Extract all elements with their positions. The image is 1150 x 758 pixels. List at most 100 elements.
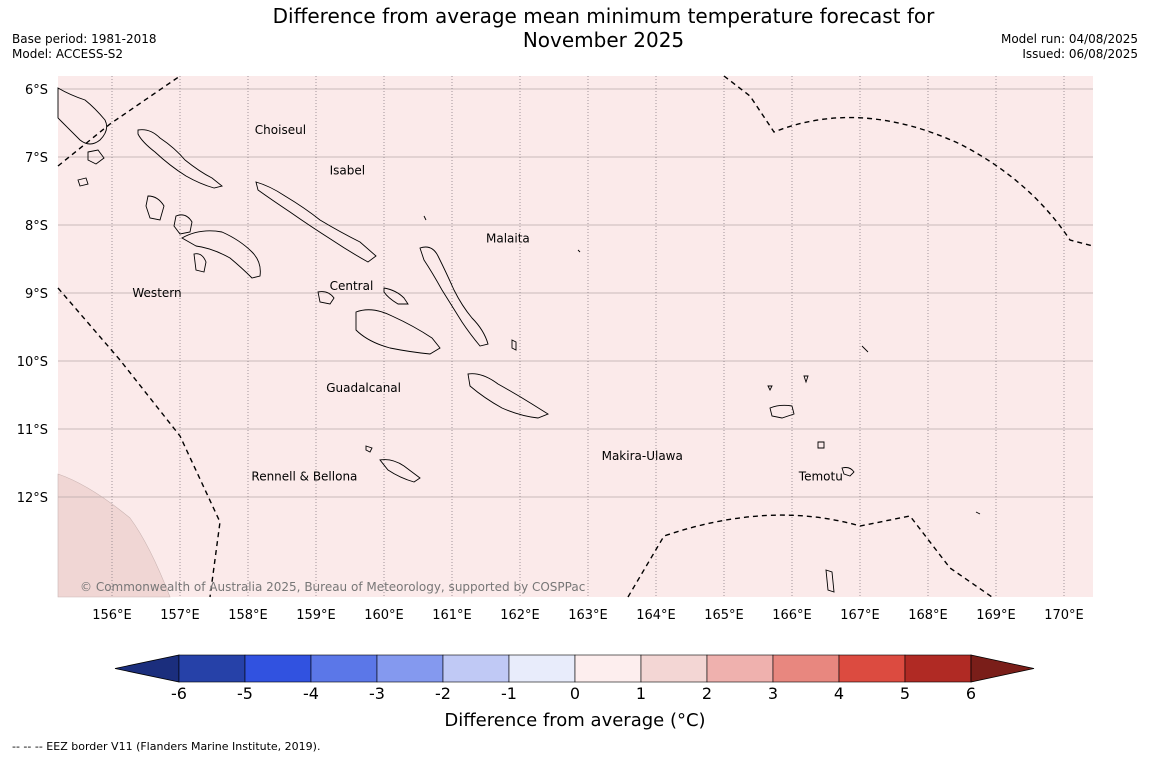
colorbar-tick-label: -2	[435, 684, 451, 703]
island-reef	[577, 249, 581, 253]
eez-line	[627, 514, 993, 598]
colorbar-segment	[442, 654, 510, 683]
colorbar-segment	[376, 654, 444, 683]
eez-border	[57, 75, 1094, 598]
island-bellona	[365, 445, 373, 453]
longitude-label: 158°E	[228, 608, 268, 623]
island-reef	[767, 385, 773, 392]
issued-date: Issued: 06/08/2025	[1022, 47, 1138, 61]
latitude-label: 10°S	[17, 355, 48, 370]
region-label: Choiseul	[255, 123, 306, 137]
island-duff	[803, 375, 809, 384]
island-bougainville	[57, 87, 108, 145]
latitude-label: 6°S	[25, 83, 48, 98]
island-reef	[861, 345, 869, 353]
colorbar-tick-label: -6	[171, 684, 187, 703]
longitude-label: 157°E	[160, 608, 200, 623]
colorbar-segment	[640, 654, 708, 683]
latitude-label: 11°S	[17, 423, 48, 438]
region-label: Rennell & Bellona	[251, 470, 357, 484]
region-label: Malaita	[486, 232, 530, 246]
island-small	[87, 149, 105, 165]
island-guadalcanal	[355, 309, 441, 355]
colorbar-segments	[114, 654, 1035, 683]
colorbar-segment	[772, 654, 840, 683]
longitude-label: 165°E	[704, 608, 744, 623]
run-info: Model run: 04/08/2025 Issued: 06/08/2025	[1001, 32, 1138, 62]
island-isabel	[255, 181, 377, 263]
coastlines	[57, 87, 981, 593]
colorbar-segment	[706, 654, 774, 683]
longitude-label: 170°E	[1044, 608, 1084, 623]
latitude-label: 7°S	[25, 151, 48, 166]
longitude-label: 166°E	[772, 608, 812, 623]
latitude-label: 12°S	[17, 491, 48, 506]
colorbar-tick-label: 1	[636, 684, 646, 703]
colorbar-segment	[574, 654, 642, 683]
island-anuta	[825, 569, 835, 593]
island-utupua	[817, 441, 825, 449]
island-ulawa	[511, 339, 517, 351]
longitude-label: 163°E	[568, 608, 608, 623]
longitude-label: 161°E	[432, 608, 472, 623]
eez-line	[57, 75, 181, 167]
latitude-label: 9°S	[25, 287, 48, 302]
longitude-labels: 156°E 157°E 158°E 159°E 160°E 161°E 162°E 163°E…	[92, 608, 1084, 623]
colorbar-tick-label: -1	[501, 684, 517, 703]
graticule	[58, 76, 1093, 597]
colorbar-tick-label: 4	[834, 684, 844, 703]
latitude-labels: 6°S 7°S 8°S 9°S 10°S 11°S 12°S	[17, 83, 48, 506]
island-rennell	[379, 459, 421, 483]
island-new-georgia	[181, 230, 261, 279]
colorbar-tick-label: -5	[237, 684, 253, 703]
region-label: Western	[132, 286, 181, 300]
map-title: Difference from average mean minimum tem…	[0, 4, 1150, 52]
region-label: Central	[330, 279, 374, 293]
colorbar: -6 -5 -4 -3 -2 -1 0 1 2 3 4 5 6	[114, 654, 1035, 703]
island-reef	[975, 511, 981, 515]
base-period: Base period: 1981-2018	[12, 32, 157, 46]
map-canvas: Choiseul Isabel Malaita Western Central Guada…	[17, 75, 1094, 623]
longitude-label: 162°E	[500, 608, 540, 623]
model-info: Base period: 1981-2018 Model: ACCESS-S2	[12, 32, 157, 62]
map-background	[58, 76, 1093, 597]
title-line-2: November 2025	[522, 28, 685, 52]
island-kolombangara	[173, 214, 193, 235]
title-line-1: Difference from average mean minimum tem…	[272, 4, 935, 28]
colorbar-segment	[508, 654, 576, 683]
island-reef	[423, 215, 427, 221]
colorbar-segment	[838, 654, 906, 683]
latitude-label: 8°S	[25, 219, 48, 234]
island-vella-lavella	[145, 195, 165, 221]
colorbar-segment	[178, 654, 246, 683]
colorbar-segment	[244, 654, 312, 683]
region-label: Guadalcanal	[326, 381, 401, 395]
island-nendo	[769, 404, 795, 419]
colorbar-tick-label: 2	[702, 684, 712, 703]
longitude-label: 164°E	[636, 608, 676, 623]
warm-anomaly-area	[57, 473, 171, 598]
colorbar-tick-labels: -6 -5 -4 -3 -2 -1 0 1 2 3 4 5 6	[171, 684, 976, 703]
island-choiseul	[137, 129, 223, 189]
longitude-label: 169°E	[976, 608, 1016, 623]
longitude-label: 167°E	[840, 608, 880, 623]
model-name: Model: ACCESS-S2	[12, 47, 124, 61]
island-vanikoro	[841, 467, 855, 477]
island-small	[77, 177, 89, 187]
island-rendova	[193, 253, 207, 273]
colorbar-extend-low	[114, 654, 180, 683]
eez-legend-note: -- -- -- EEZ border V11 (Flanders Marine…	[12, 740, 321, 753]
eez-line	[723, 75, 1094, 247]
colorbar-tick-label: 5	[900, 684, 910, 703]
region-label: Makira-Ulawa	[602, 449, 683, 463]
region-label: Isabel	[330, 164, 365, 178]
colorbar-tick-label: -3	[369, 684, 385, 703]
region-labels: Choiseul Isabel Malaita Western Central Guada…	[132, 123, 842, 484]
colorbar-tick-label: 0	[570, 684, 580, 703]
colorbar-extend-high	[970, 654, 1035, 683]
longitude-label: 168°E	[908, 608, 948, 623]
island-makira	[467, 373, 549, 419]
longitude-label: 160°E	[364, 608, 404, 623]
region-label: Temotu	[798, 470, 843, 484]
colorbar-tick-label: -4	[303, 684, 319, 703]
